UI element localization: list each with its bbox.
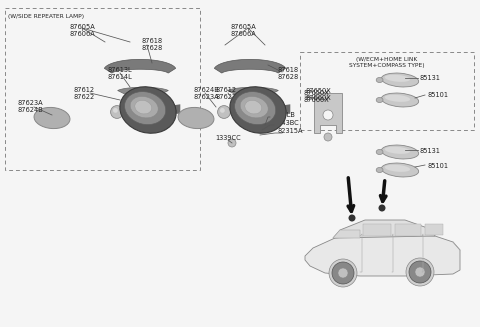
Ellipse shape (382, 73, 419, 87)
Ellipse shape (385, 165, 410, 172)
Text: (W/SIDE REPEATER LAMP): (W/SIDE REPEATER LAMP) (8, 14, 84, 19)
Text: 1249LB: 1249LB (270, 112, 295, 118)
Circle shape (415, 267, 425, 277)
Ellipse shape (135, 100, 152, 114)
Circle shape (217, 106, 230, 118)
Ellipse shape (245, 100, 262, 114)
Circle shape (110, 106, 123, 118)
Polygon shape (305, 234, 460, 276)
Polygon shape (228, 87, 278, 94)
Ellipse shape (240, 96, 268, 118)
Ellipse shape (385, 75, 410, 82)
Ellipse shape (385, 95, 410, 102)
Ellipse shape (178, 108, 214, 129)
Circle shape (228, 139, 236, 147)
Text: 87650X
87660X: 87650X 87660X (305, 88, 331, 101)
Polygon shape (333, 220, 435, 238)
Text: 82315A: 82315A (278, 128, 303, 134)
Ellipse shape (382, 93, 419, 107)
Polygon shape (395, 224, 421, 235)
Ellipse shape (376, 77, 383, 82)
Polygon shape (104, 60, 176, 73)
Circle shape (323, 110, 333, 120)
Ellipse shape (230, 87, 286, 133)
Circle shape (332, 262, 354, 284)
Ellipse shape (34, 108, 70, 129)
Ellipse shape (382, 163, 419, 177)
Circle shape (220, 108, 225, 113)
Text: 87624B
87623A: 87624B 87623A (193, 87, 219, 100)
Ellipse shape (130, 96, 158, 118)
Text: (W/ECM+HOME LINK
SYSTEM+COMPASS TYPE): (W/ECM+HOME LINK SYSTEM+COMPASS TYPE) (349, 57, 425, 68)
Text: 85101: 85101 (428, 92, 449, 98)
Polygon shape (314, 93, 342, 133)
Text: 87605A
87606A: 87605A 87606A (69, 24, 95, 37)
Text: 87605A
87606A: 87605A 87606A (230, 24, 256, 37)
Circle shape (348, 215, 356, 221)
Ellipse shape (385, 147, 410, 154)
Circle shape (324, 133, 332, 141)
Text: 87612
87622: 87612 87622 (73, 87, 94, 100)
Ellipse shape (376, 167, 383, 173)
Circle shape (409, 261, 431, 283)
Circle shape (329, 259, 357, 287)
Ellipse shape (382, 145, 419, 159)
Polygon shape (425, 224, 443, 235)
Text: 85131: 85131 (420, 148, 441, 154)
Text: 1243BC: 1243BC (273, 120, 299, 126)
Circle shape (338, 268, 348, 278)
Text: 85101: 85101 (428, 163, 449, 169)
Text: 87612
87622: 87612 87622 (215, 87, 236, 100)
Ellipse shape (124, 92, 166, 125)
Text: 87618
87628: 87618 87628 (278, 67, 299, 80)
Text: 87650X
87660X: 87650X 87660X (304, 90, 330, 103)
Ellipse shape (376, 97, 383, 103)
Circle shape (406, 258, 434, 286)
Text: 85131: 85131 (420, 75, 441, 81)
Circle shape (379, 204, 385, 212)
Polygon shape (215, 60, 286, 73)
Text: 87623A
87624B: 87623A 87624B (18, 100, 44, 113)
Text: 87613L
87614L: 87613L 87614L (108, 67, 133, 80)
Text: 1339CC: 1339CC (215, 135, 241, 141)
Circle shape (113, 108, 118, 113)
Polygon shape (333, 230, 360, 238)
Ellipse shape (235, 92, 276, 125)
Polygon shape (277, 104, 290, 114)
Polygon shape (167, 104, 180, 114)
Polygon shape (118, 87, 168, 94)
Ellipse shape (120, 87, 176, 133)
Polygon shape (363, 224, 391, 236)
Text: 87618
87628: 87618 87628 (142, 38, 163, 51)
Ellipse shape (376, 149, 383, 155)
